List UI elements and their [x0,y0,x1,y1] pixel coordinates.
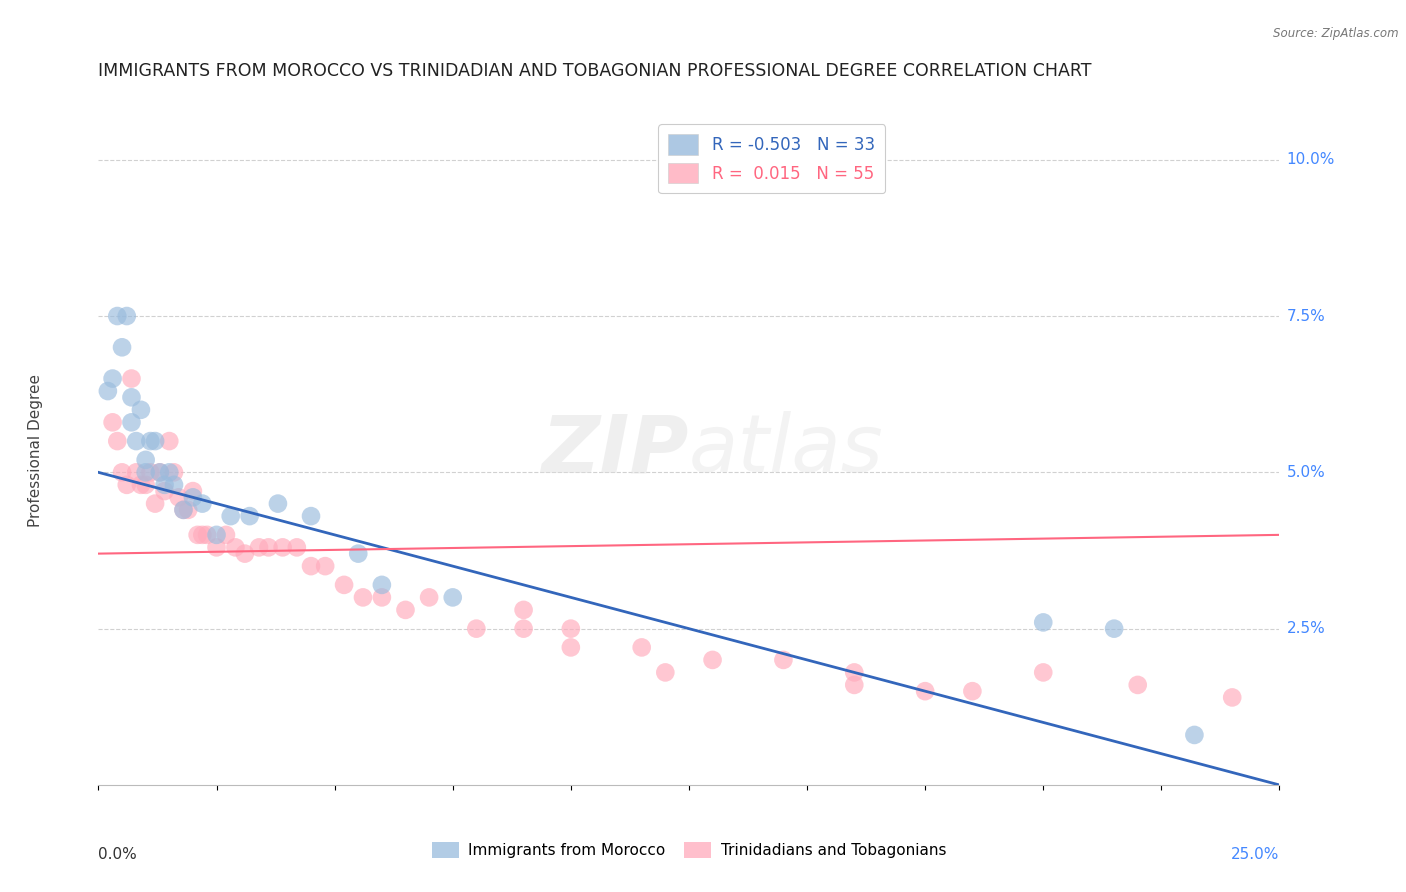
Point [125,466,148,480]
Point [111,466,134,480]
Point [157,466,180,480]
Point [177,503,200,517]
Text: 5.0%: 5.0% [1286,465,1326,480]
Point [371,591,394,605]
Point [181,484,204,499]
Point [1102,622,1125,636]
Point [219,509,242,524]
Point [101,371,124,385]
Point [105,309,128,323]
Point [233,547,256,561]
Legend: Immigrants from Morocco, Trinidadians and Tobagonians: Immigrants from Morocco, Trinidadians an… [426,836,952,864]
Point [512,622,534,636]
Point [844,665,866,680]
Text: 2.5%: 2.5% [1286,621,1326,636]
Text: Professional Degree: Professional Degree [28,374,42,527]
Point [111,340,134,354]
Point [143,434,166,448]
Point [314,559,336,574]
Point [163,466,186,480]
Point [224,541,246,555]
Point [163,478,186,492]
Point [914,684,936,698]
Text: IMMIGRANTS FROM MOROCCO VS TRINIDADIAN AND TOBAGONIAN PROFESSIONAL DEGREE CORREL: IMMIGRANTS FROM MOROCCO VS TRINIDADIAN A… [98,62,1092,80]
Point [772,653,794,667]
Point [512,603,534,617]
Point [105,434,128,448]
Point [172,503,194,517]
Point [299,559,322,574]
Point [352,591,374,605]
Point [962,684,984,698]
Point [333,578,356,592]
Text: 10.0%: 10.0% [1286,153,1334,167]
Point [702,653,724,667]
Point [115,478,138,492]
Point [285,541,308,555]
Text: Source: ZipAtlas.com: Source: ZipAtlas.com [1274,27,1399,40]
Point [143,497,166,511]
Point [121,390,143,404]
Point [267,497,290,511]
Point [654,665,676,680]
Point [205,528,228,542]
Text: ZIP: ZIP [541,411,689,490]
Point [149,466,172,480]
Point [441,591,464,605]
Point [121,371,143,385]
Point [181,491,204,505]
Point [139,434,162,448]
Point [1126,678,1149,692]
Point [125,434,148,448]
Point [560,622,582,636]
Point [187,528,209,542]
Point [172,503,194,517]
Text: 0.0%: 0.0% [98,847,138,863]
Point [1032,615,1054,630]
Point [215,528,238,542]
Point [299,509,322,524]
Point [153,478,176,492]
Point [135,466,157,480]
Point [153,484,176,499]
Point [247,541,270,555]
Point [191,528,214,542]
Point [560,640,582,655]
Text: atlas: atlas [689,411,884,490]
Point [135,478,157,492]
Point [347,547,370,561]
Point [205,541,228,555]
Point [115,309,138,323]
Point [418,591,440,605]
Point [1184,728,1206,742]
Point [465,622,488,636]
Point [1032,665,1054,680]
Point [139,466,162,480]
Text: 25.0%: 25.0% [1232,847,1279,863]
Point [129,402,152,417]
Point [257,541,280,555]
Text: 7.5%: 7.5% [1286,309,1326,324]
Point [630,640,652,655]
Point [239,509,262,524]
Point [191,497,214,511]
Point [121,415,143,429]
Point [97,384,120,398]
Point [101,415,124,429]
Point [135,453,157,467]
Point [167,491,190,505]
Point [149,466,172,480]
Point [394,603,416,617]
Point [271,541,294,555]
Point [157,434,180,448]
Point [129,478,152,492]
Point [1220,690,1243,705]
Point [371,578,394,592]
Point [844,678,866,692]
Point [195,528,218,542]
